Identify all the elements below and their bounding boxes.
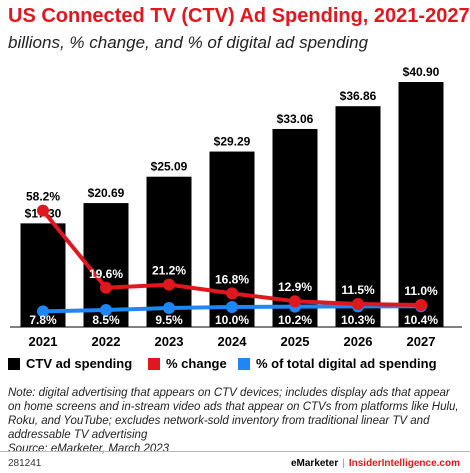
bar-2024 xyxy=(209,151,255,327)
chart-note: Note: digital advertising that appears o… xyxy=(8,386,463,456)
share-value-label-2026: 10.3% xyxy=(341,313,375,327)
change-value-label-2022: 19.6% xyxy=(89,267,123,281)
bar-2025 xyxy=(272,128,318,327)
x-tick-label-2026: 2026 xyxy=(344,334,373,349)
bar-value-label-2022: $20.69 xyxy=(88,186,125,200)
legend-label-share: % of total digital ad spending xyxy=(256,356,437,371)
share-value-label-2027: 10.4% xyxy=(404,313,438,327)
brand-site: InsiderIntelligence.com xyxy=(348,458,460,469)
x-tick-label-2025: 2025 xyxy=(281,334,310,349)
chart-title: US Connected TV (CTV) Ad Spending, 2021-… xyxy=(8,5,470,27)
change-point-2021 xyxy=(37,204,49,217)
change-point-2022 xyxy=(100,281,112,294)
share-point-2022 xyxy=(100,304,112,316)
bar-value-label-2027: $40.90 xyxy=(403,65,440,79)
change-value-label-2021: 58.2% xyxy=(26,190,60,204)
share-value-label-2022: 8.5% xyxy=(92,313,120,327)
footer: 281241 eMarketer | InsiderIntelligence.com xyxy=(0,451,470,473)
change-point-2024 xyxy=(226,287,238,300)
change-value-label-2027: 11.0% xyxy=(404,284,438,298)
brand-logo: eMarketer | InsiderIntelligence.com xyxy=(290,458,460,469)
x-tick-label-2022: 2022 xyxy=(92,334,121,349)
share-point-2021 xyxy=(37,305,49,318)
change-value-label-2025: 12.9% xyxy=(278,280,312,294)
change-value-label-2026: 11.5% xyxy=(341,283,375,297)
share-point-2023 xyxy=(163,302,175,314)
change-point-2026 xyxy=(352,298,364,310)
chart-subtitle: billions, % change, and % of digital ad … xyxy=(8,33,369,52)
change-value-label-2024: 16.8% xyxy=(215,272,249,286)
legend-swatch-share xyxy=(238,357,250,370)
bar-2026 xyxy=(335,106,381,327)
share-value-label-2024: 10.0% xyxy=(215,313,249,327)
legend-swatch-change xyxy=(148,357,160,370)
note-text: Note: digital advertising that appears o… xyxy=(8,387,459,441)
x-tick-label-2027: 2027 xyxy=(407,334,436,349)
bar-value-label-2023: $25.09 xyxy=(151,160,188,174)
x-tick-label-2021: 2021 xyxy=(29,334,58,349)
bar-value-label-2024: $29.29 xyxy=(214,135,251,149)
share-point-2024 xyxy=(226,301,238,313)
share-value-label-2025: 10.2% xyxy=(278,313,312,327)
change-point-2023 xyxy=(163,278,175,291)
change-point-2027 xyxy=(415,299,427,311)
bar-value-label-2025: $33.06 xyxy=(277,112,314,126)
legend-item-ctv-ad-spending: CTV ad spending xyxy=(8,356,132,371)
legend-item-change: % change xyxy=(148,356,227,371)
legend-label-bar: CTV ad spending xyxy=(26,356,133,371)
source-text: Source: eMarketer, March 2023 xyxy=(8,443,170,455)
plot-area: $17.30$20.69$25.09$29.29$33.06$36.86$40.… xyxy=(10,65,462,349)
legend-label-change: % change xyxy=(166,356,227,371)
bar-2023 xyxy=(146,176,192,327)
share-value-label-2021: 7.8% xyxy=(29,313,57,327)
legend-item-share: % of total digital ad spending xyxy=(238,356,437,371)
change-value-label-2023: 21.2% xyxy=(152,264,186,278)
legend-swatch-bar xyxy=(8,357,20,370)
x-tick-label-2024: 2024 xyxy=(218,334,248,349)
bar-2027 xyxy=(398,82,444,327)
brand-name: eMarketer xyxy=(290,458,339,469)
x-tick-label-2023: 2023 xyxy=(155,334,184,349)
chart-id: 281241 xyxy=(8,458,42,469)
share-value-label-2023: 9.5% xyxy=(155,313,183,327)
bar-value-label-2026: $36.86 xyxy=(340,89,377,103)
change-point-2025 xyxy=(289,295,301,308)
